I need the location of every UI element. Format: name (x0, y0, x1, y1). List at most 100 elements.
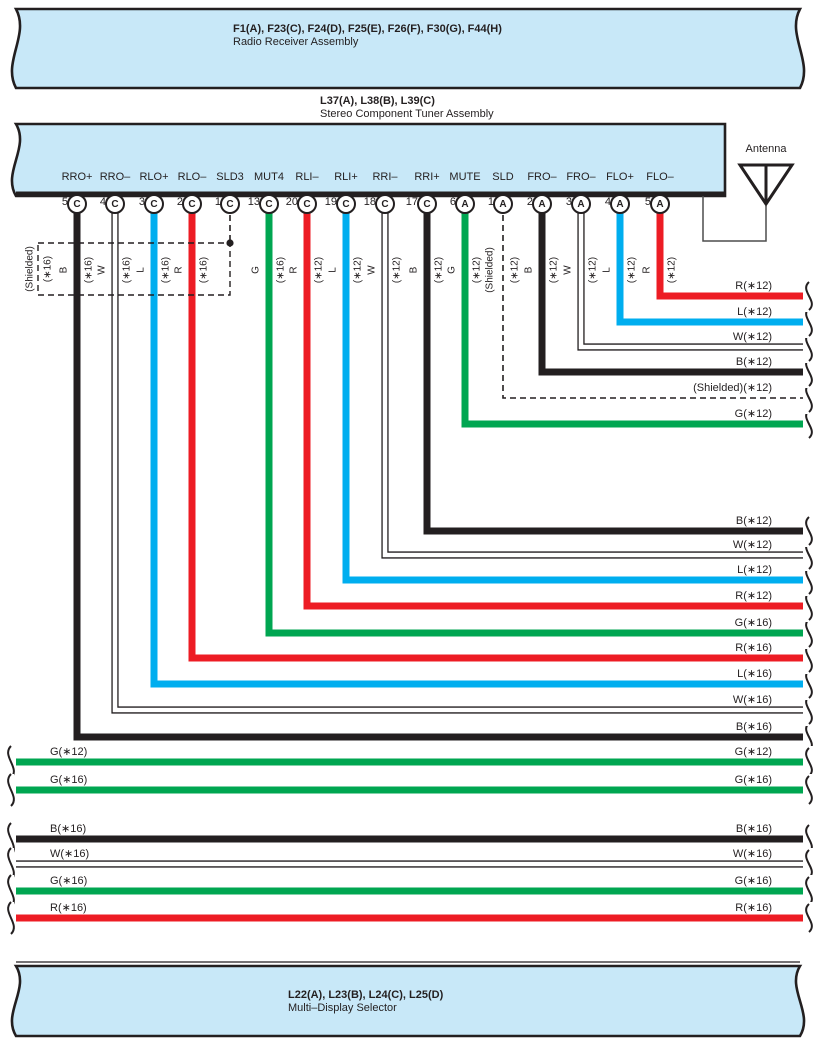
multi-display-banner-title: L22(A), L23(B), L24(C), L25(D) (288, 989, 444, 1001)
pin-connector: C (182, 194, 202, 214)
wire-gauge-label: (∗16) (198, 256, 210, 284)
pin-connector: C (220, 194, 240, 214)
wire-RRI+ (423, 205, 806, 535)
wire-code-label: G (250, 266, 262, 274)
pin-label: RLI+ (334, 171, 358, 183)
wire-code-label: B (523, 266, 535, 274)
radio-banner-text: F1(A), F23(C), F24(D), F25(E), F26(F), F… (233, 23, 502, 49)
wire-FRO–-core (578, 205, 806, 350)
bus-wire-label-right: B(∗16) (735, 823, 772, 835)
pin-connector: C (144, 194, 164, 214)
wire-code-label: L (327, 267, 339, 273)
wire-gauge-label: (∗12) (509, 256, 521, 284)
wire-code-label: L (601, 267, 613, 273)
wire-break-icon (805, 516, 813, 546)
pin-connector: C (105, 194, 125, 214)
wire-code-label: L (135, 267, 147, 273)
wire-RRO–-core (112, 205, 806, 713)
wire-code-label: (Shielded) (484, 247, 496, 293)
wire-gauge-label: (∗16) (121, 256, 133, 284)
wire-out-label: B(∗12) (735, 356, 772, 368)
wire-RRI–-core (382, 205, 806, 558)
wire-gauge-label: (∗16) (275, 256, 287, 284)
wire-out-label: B(∗12) (735, 515, 772, 527)
pin-number: 3 (138, 196, 145, 208)
pin-number: 4 (604, 196, 611, 208)
pin-label: RRI+ (414, 171, 440, 183)
wire-out-label: L(∗12) (737, 564, 772, 576)
wire-code-label: R (641, 266, 653, 274)
pin-connector: C (67, 194, 87, 214)
break-mask (0, 902, 14, 934)
wire-gauge-label: (∗16) (160, 256, 172, 284)
wire-SLD (502, 205, 806, 399)
pin-connector: A (650, 194, 670, 214)
wire-out-label: G(∗12) (734, 408, 772, 420)
wire-break-icon (805, 747, 813, 777)
wire-RLI+ (342, 205, 806, 584)
pin-connector: C (417, 194, 437, 214)
wire-gauge-label: (∗12) (313, 256, 325, 284)
wire-break-icon (7, 773, 15, 807)
wire-FLO+ (616, 205, 806, 326)
wire-break-icon (805, 903, 813, 933)
multi-display-banner-subtitle: Multi–Display Selector (288, 1002, 397, 1014)
pin-number: 4 (99, 196, 106, 208)
bus-wire-label-right: G(∗16) (734, 875, 772, 887)
shield-box-gauge-label: (∗16) (42, 255, 54, 283)
wire-gauge-label: (∗12) (548, 256, 560, 284)
pin-number: 3 (565, 196, 572, 208)
pin-number: 5 (644, 196, 651, 208)
wire-out-label: R(∗16) (735, 642, 772, 654)
pin-number: 5 (61, 196, 68, 208)
multi-display-banner-shape (10, 964, 806, 1038)
wire-code-label: W (96, 265, 108, 275)
wire-out-label: (Shielded)(∗12) (693, 382, 772, 394)
bus-wire-label-left: B(∗16) (50, 823, 87, 835)
wire-code-label: R (173, 266, 185, 274)
wire-gauge-label: (∗12) (433, 256, 445, 284)
wire-break-icon (805, 775, 813, 805)
pin-number: 1 (214, 196, 221, 208)
wire-out-label: L(∗12) (737, 306, 772, 318)
pin-label: FRO– (566, 171, 596, 183)
pin-label: RLI– (295, 171, 319, 183)
wire-code-label: W (366, 265, 378, 275)
pin-connector: A (610, 194, 630, 214)
radio-banner-subtitle: Radio Receiver Assembly (233, 36, 359, 48)
wire-out-label: R(∗12) (735, 280, 772, 292)
wire-gauge-label: (∗12) (587, 256, 599, 284)
pin-number: 2 (526, 196, 533, 208)
tuner-banner-title: L37(A), L38(B), L39(C) (320, 95, 435, 107)
antenna-lead-line (702, 196, 767, 242)
multi-display-banner-text: L22(A), L23(B), L24(C), L25(D) Multi–Dis… (288, 989, 443, 1015)
pin-number: 1 (487, 196, 494, 208)
wire-RLO– (188, 205, 806, 662)
pin-connector: C (259, 194, 279, 214)
pin-label: SLD3 (216, 171, 244, 183)
pin-number: 6 (449, 196, 456, 208)
wire-out-label: R(∗12) (735, 590, 772, 602)
pin-label: MUTE (449, 171, 481, 183)
wire-break-icon (805, 281, 813, 311)
wire-out-label: W(∗16) (732, 694, 772, 706)
wire-gauge-label: (∗12) (471, 256, 483, 284)
pin-connector: C (297, 194, 317, 214)
pin-connector: C (336, 194, 356, 214)
pin-connector: A (532, 194, 552, 214)
pin-number: 18 (363, 196, 376, 208)
break-mask (0, 875, 14, 907)
pin-number: 2 (176, 196, 183, 208)
bus-wire-label-left: G(∗16) (50, 774, 88, 786)
wire-out-label: W(∗12) (732, 331, 772, 343)
wire-FLO– (656, 205, 806, 300)
pin-label: MUT4 (254, 171, 284, 183)
pin-connector: A (571, 194, 591, 214)
shield-box-outer-label: (Shielded) (24, 246, 36, 292)
wire-out-label: B(∗16) (735, 721, 772, 733)
pin-label: FRO– (527, 171, 557, 183)
pin-connector: A (455, 194, 475, 214)
